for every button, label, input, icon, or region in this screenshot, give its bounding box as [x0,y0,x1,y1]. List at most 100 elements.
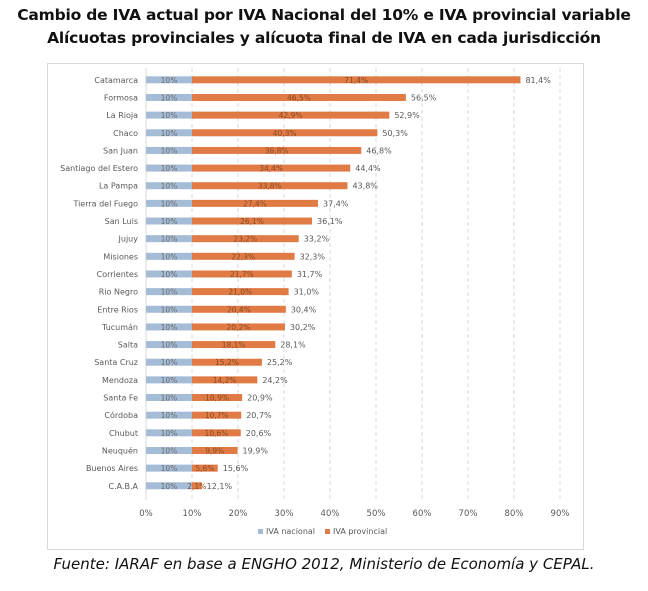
data-label-provincial: 27,4% [243,199,267,208]
bar-iva-provincial [192,323,285,331]
bar-iva-nacional [146,129,192,137]
x-tick-label: 80% [505,509,524,519]
category-label: Catamarca [94,76,138,85]
category-label: Tierra del Fuego [72,199,138,208]
bar-iva-provincial [192,358,262,366]
data-label-provincial: 26,1% [240,217,264,226]
data-label-total: 30,4% [291,305,317,314]
category-label: Córdoba [104,410,138,420]
legend-swatch-provincial [325,529,330,534]
category-label: San Juan [103,146,138,155]
bar-iva-provincial [192,182,348,190]
data-label-nacional: 10% [161,270,178,279]
category-label: Chaco [113,129,138,138]
bar-iva-provincial [192,288,289,296]
data-label-provincial: 10,6% [204,429,228,438]
chart-frame [47,63,584,550]
data-label-total: 37,4% [323,199,349,208]
x-tick-label: 90% [551,509,570,519]
data-label-total: 56,5% [411,93,437,102]
category-label: Mendoza [102,376,138,385]
data-label-nacional: 10% [161,341,178,350]
legend-swatch-nacional [258,529,263,534]
data-label-provincial: 15,2% [215,358,239,367]
data-label-provincial: 33,8% [258,182,282,191]
data-label-nacional: 10% [161,464,178,473]
bar-iva-nacional [146,323,192,331]
category-label: Formosa [104,93,138,102]
data-label-provincial: 34,4% [259,164,283,173]
category-label: Buenos Aires [86,464,138,473]
data-label-nacional: 10% [161,217,178,226]
bar-iva-nacional [146,182,192,190]
bar-iva-provincial [192,464,218,472]
bar-iva-nacional [146,217,192,225]
data-label-provincial: 42,9% [279,111,303,120]
bar-iva-nacional [146,341,192,349]
bar-iva-provincial [192,446,238,454]
bar-iva-nacional [146,93,192,101]
data-label-total: 32,3% [300,252,326,261]
category-label: Jujuy [118,235,139,244]
bar-iva-nacional [146,358,192,366]
source-note: Fuente: IARAF en base a ENGHO 2012, Mini… [53,555,595,573]
bar-iva-provincial [192,341,276,349]
legend-label-provincial: IVA provincial [333,527,387,536]
category-label: Chubut [109,429,138,438]
data-label-provincial: 2,1% [187,482,206,491]
data-label-provincial: 22,3% [231,252,255,261]
data-label-nacional: 10% [161,446,178,455]
bar-iva-provincial [192,129,378,137]
bar-iva-provincial [192,164,351,172]
bar-iva-provincial [192,429,241,437]
data-label-provincial: 46,5% [287,93,311,102]
bar-iva-provincial [192,482,202,490]
data-label-nacional: 10% [161,93,178,102]
data-label-nacional: 10% [161,358,178,367]
bar-iva-nacional [146,199,192,207]
data-label-provincial: 40,3% [273,129,297,138]
data-label-total: 31,7% [297,270,323,279]
data-label-nacional: 10% [161,182,178,191]
data-label-total: 12,1% [207,482,233,491]
category-label: Misiones [103,252,138,261]
bar-iva-nacional [146,482,192,490]
bar-iva-provincial [192,252,295,260]
category-label: Santa Cruz [94,358,138,367]
data-label-provincial: 10,7% [205,411,229,420]
x-tick-label: 10% [183,509,202,519]
data-label-nacional: 10% [161,146,178,155]
data-label-total: 25,2% [267,358,293,367]
category-label: Corrientes [97,270,138,279]
data-label-total: 15,6% [223,464,249,473]
x-tick-label: 0% [139,509,153,519]
data-label-nacional: 10% [161,429,178,438]
data-label-provincial: 21,7% [230,270,254,279]
data-label-nacional: 10% [161,235,178,244]
data-label-nacional: 10% [161,111,178,120]
data-label-nacional: 10% [161,252,178,261]
x-tick-label: 70% [459,509,478,519]
bar-iva-provincial [192,305,286,313]
bar-iva-nacional [146,146,192,154]
data-label-provincial: 9,9% [205,446,224,455]
bar-iva-nacional [146,270,192,278]
bar-iva-nacional [146,411,192,419]
data-label-provincial: 5,6% [195,464,214,473]
category-label: Santa Fe [103,394,138,403]
data-label-nacional: 10% [161,199,178,208]
data-label-nacional: 10% [161,164,178,173]
bar-iva-nacional [146,288,192,296]
data-label-nacional: 10% [161,394,178,403]
bar-iva-nacional [146,76,192,84]
category-label: Rio Negro [99,288,138,297]
bar-iva-nacional [146,394,192,402]
data-label-nacional: 10% [161,376,178,385]
data-label-total: 33,2% [304,235,330,244]
data-label-total: 20,7% [246,411,272,420]
category-label: Entre Rios [97,305,138,314]
x-tick-label: 40% [321,509,340,519]
data-label-nacional: 10% [161,482,178,491]
data-label-nacional: 10% [161,76,178,85]
